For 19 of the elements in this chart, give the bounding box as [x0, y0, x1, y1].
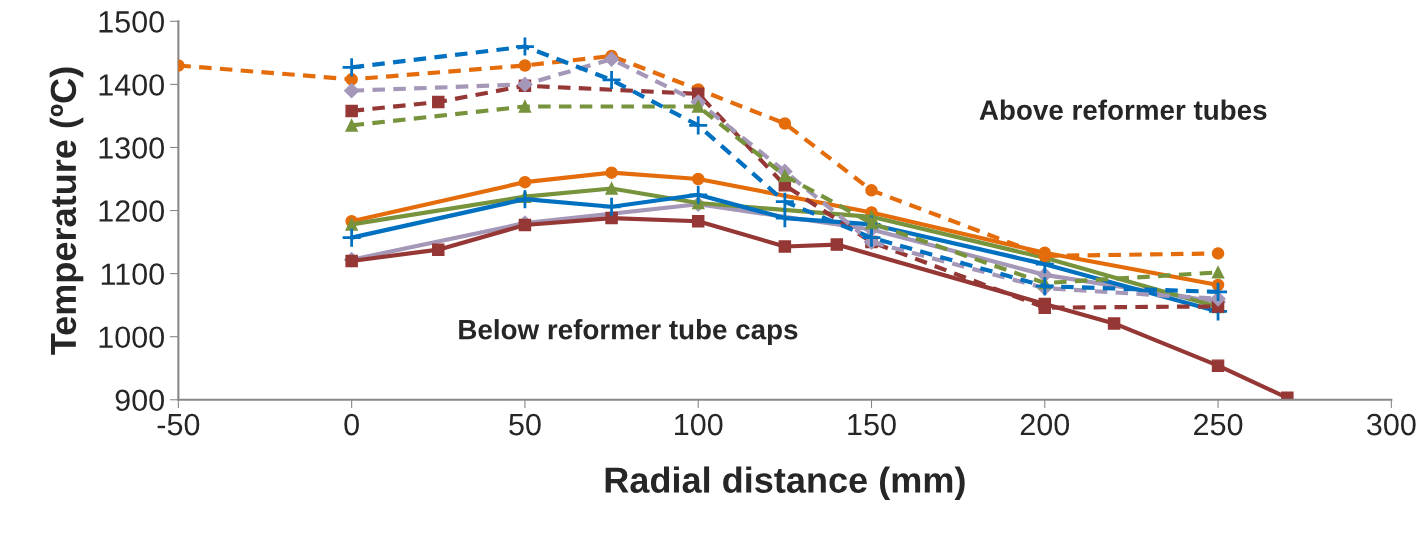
y-axis-title: Temperature (ºC) [49, 67, 84, 355]
y-tick-label: 1100 [101, 263, 164, 285]
y-tick-label: 1400 [99, 74, 164, 96]
x-tick-label: 300 [1367, 413, 1416, 436]
x-tick-label: 150 [848, 413, 896, 436]
y-tick-label: 1200 [99, 200, 164, 222]
x-tick-label: 100 [675, 413, 723, 436]
x-axis-title: Radial distance (mm) [605, 466, 965, 501]
y-tick-label: 1000 [99, 326, 164, 349]
annotation: Below reformer tube caps [459, 319, 798, 345]
y-tick-label: 1300 [99, 137, 164, 159]
x-tick-label: -50 [157, 413, 200, 436]
x-tick-label: 50 [509, 413, 541, 436]
y-tick-label: 1500 [99, 11, 164, 33]
x-tick-label: 200 [1020, 413, 1070, 436]
annotation: Above reformer tubes [979, 99, 1267, 120]
x-tick-label: 0 [344, 413, 359, 436]
x-tick-label: 250 [1194, 413, 1243, 436]
y-tick-label: 900 [115, 389, 164, 412]
